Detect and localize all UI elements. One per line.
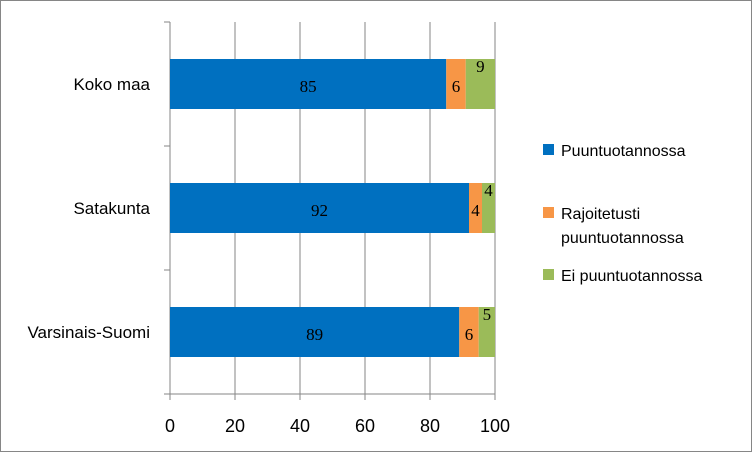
bar-segment: [170, 183, 469, 233]
data-label: 4: [471, 201, 480, 220]
legend-swatch: [543, 269, 554, 280]
data-label: 6: [465, 325, 474, 344]
x-tick-label: 40: [290, 416, 310, 436]
category-label: Koko maa: [73, 75, 150, 94]
data-label: 85: [300, 77, 317, 96]
bar-segment: [170, 59, 447, 109]
legend-swatch: [543, 207, 554, 218]
legend-swatch: [543, 144, 554, 155]
bar-segment: [478, 307, 495, 357]
x-tick-label: 60: [355, 416, 375, 436]
bar-segment: [170, 307, 460, 357]
legend-label: puuntuotannossa: [561, 230, 684, 247]
data-label: 89: [306, 325, 323, 344]
bar-segment: [446, 59, 466, 109]
bars: [170, 59, 495, 357]
data-label: 5: [483, 305, 492, 324]
data-label: 92: [311, 201, 328, 220]
x-tick-label: 100: [480, 416, 510, 436]
x-tick-label: 20: [225, 416, 245, 436]
data-label: 4: [484, 181, 493, 200]
legend-label: Puuntuotannossa: [561, 143, 686, 160]
bar-segment: [482, 183, 495, 233]
x-tick-label: 0: [165, 416, 175, 436]
category-label: Satakunta: [73, 199, 150, 218]
legend-label: Ei puuntuotannossa: [561, 268, 703, 285]
category-label: Varsinais-Suomi: [27, 323, 150, 342]
bar-segment: [469, 183, 482, 233]
data-label: 6: [452, 77, 461, 96]
bar-segment: [459, 307, 479, 357]
bar-segment: [465, 59, 495, 109]
legend-label: Rajoitetusti: [561, 206, 640, 223]
data-label: 9: [476, 57, 485, 76]
x-tick-label: 80: [420, 416, 440, 436]
legend: Puuntuotannossa Rajoitetusti puuntuotannos…: [543, 143, 703, 285]
